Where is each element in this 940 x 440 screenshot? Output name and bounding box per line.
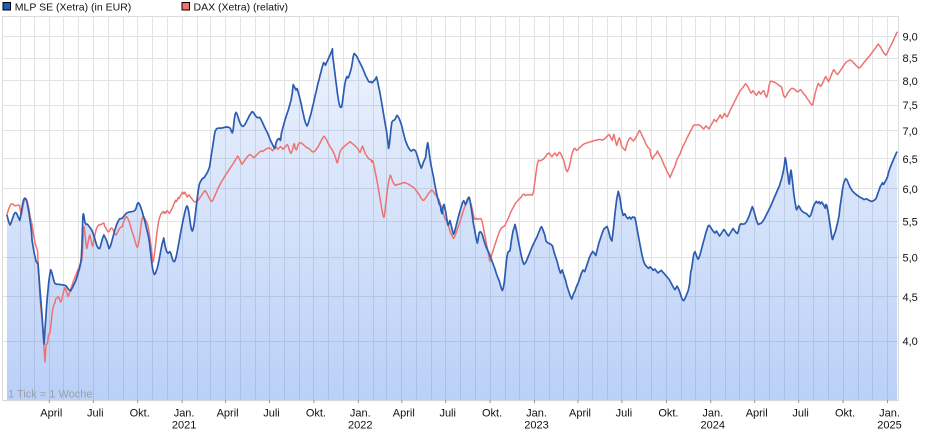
svg-text:Jan.: Jan. [350,408,371,420]
svg-text:Okt.: Okt. [482,408,502,420]
svg-text:Juli: Juli [439,408,456,420]
svg-text:2021: 2021 [172,420,196,432]
svg-text:9,0: 9,0 [903,32,918,44]
svg-text:6,5: 6,5 [903,154,918,166]
svg-text:7,5: 7,5 [903,100,918,112]
svg-text:MLP SE (Xetra) (in EUR): MLP SE (Xetra) (in EUR) [15,1,132,13]
svg-text:April: April [746,408,768,420]
svg-text:5,5: 5,5 [903,217,918,229]
svg-text:Okt.: Okt. [835,408,855,420]
svg-text:Jan.: Jan. [879,408,900,420]
svg-text:8,5: 8,5 [903,53,918,65]
svg-text:2024: 2024 [701,420,725,432]
svg-text:Okt.: Okt. [658,408,678,420]
svg-text:Juli: Juli [87,408,104,420]
svg-text:4,5: 4,5 [903,292,918,304]
svg-text:6,0: 6,0 [903,184,918,196]
svg-text:Okt.: Okt. [306,408,326,420]
svg-text:April: April [217,408,239,420]
svg-text:April: April [393,408,415,420]
svg-text:8,0: 8,0 [903,76,918,88]
svg-text:DAX (Xetra) (relativ): DAX (Xetra) (relativ) [194,1,289,13]
svg-text:April: April [569,408,591,420]
svg-text:7,0: 7,0 [903,126,918,138]
svg-text:2025: 2025 [877,420,901,432]
svg-text:Juli: Juli [263,408,280,420]
svg-text:5,0: 5,0 [903,252,918,264]
svg-text:Jan.: Jan. [526,408,547,420]
svg-text:2023: 2023 [524,420,548,432]
svg-text:Okt.: Okt. [130,408,150,420]
svg-text:Juli: Juli [616,408,633,420]
svg-text:1 Tick = 1 Woche: 1 Tick = 1 Woche [8,389,92,401]
svg-text:2022: 2022 [348,420,372,432]
svg-text:4,0: 4,0 [903,336,918,348]
svg-text:Jan.: Jan. [702,408,723,420]
svg-text:April: April [40,408,62,420]
svg-text:Juli: Juli [792,408,809,420]
svg-text:Jan.: Jan. [174,408,195,420]
